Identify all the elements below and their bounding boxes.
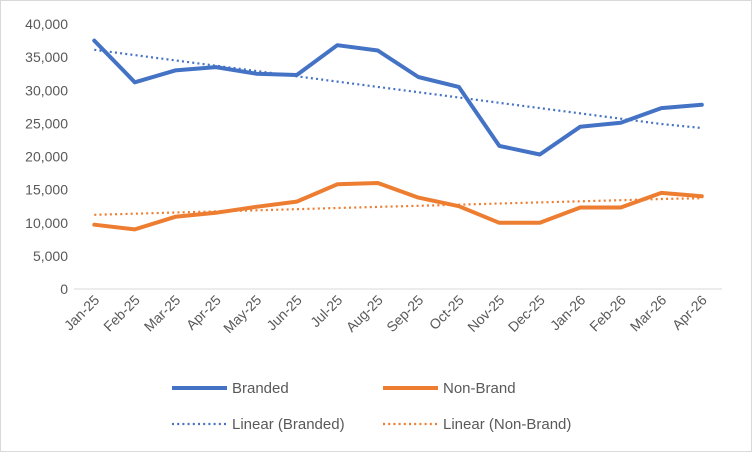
legend-label-linear-branded: Linear (Branded) (232, 416, 345, 433)
y-tick-label: 15,000 (25, 182, 68, 198)
x-tick-label: Feb-25 (100, 292, 143, 335)
x-tick-label: Dec-25 (505, 292, 548, 335)
y-tick-label: 20,000 (25, 149, 68, 165)
legend-label-linear-non-brand: Linear (Non-Brand) (443, 416, 571, 433)
x-tick-label: Mar-25 (141, 292, 184, 335)
series-lines (92, 38, 704, 232)
legend-label-branded: Branded (232, 380, 289, 397)
legend-label-non-brand: Non-Brand (443, 380, 516, 397)
x-tick-label: Aug-25 (343, 292, 386, 335)
y-tick-label: 10,000 (25, 215, 68, 231)
x-tick-label: May-25 (220, 292, 264, 336)
legend-item-linear-non-brand: Linear (Non-Brand) (383, 416, 571, 433)
x-tick-label: Jan-25 (61, 292, 103, 334)
y-tick-label: 0 (60, 281, 68, 297)
x-tick-label: Apr-25 (183, 292, 224, 333)
y-tick-label: 40,000 (25, 16, 68, 32)
x-tick-label: Apr-26 (669, 292, 710, 333)
legend-item-branded: Branded (172, 380, 289, 397)
series-line-non-brand (92, 181, 704, 232)
y-tick-label: 35,000 (25, 49, 68, 65)
y-tick-label: 5,000 (33, 248, 68, 264)
y-axis-tick-labels: 0 5,000 10,000 15,000 20,000 25,000 30,000 35,0… (25, 16, 68, 297)
legend-item-linear-branded: Linear (Branded) (172, 416, 345, 433)
y-tick-label: 25,000 (25, 115, 68, 131)
series-line-linear-branded (94, 48, 702, 130)
x-tick-label: Feb-26 (586, 292, 629, 335)
y-tick-label: 30,000 (25, 82, 68, 98)
series-line-branded (92, 38, 704, 157)
legend: Branded Non-Brand Linear (Branded) Linear (… (172, 380, 571, 433)
x-tick-label: Jun-25 (263, 292, 305, 334)
x-tick-label: Mar-26 (627, 292, 670, 335)
x-tick-label: Sep-25 (383, 292, 426, 335)
legend-item-non-brand: Non-Brand (383, 380, 516, 397)
x-tick-label: Jul-25 (307, 292, 345, 330)
x-tick-label: Oct-25 (426, 292, 467, 333)
x-tick-label: Nov-25 (464, 292, 507, 335)
x-tick-label: Jan-26 (547, 292, 589, 334)
